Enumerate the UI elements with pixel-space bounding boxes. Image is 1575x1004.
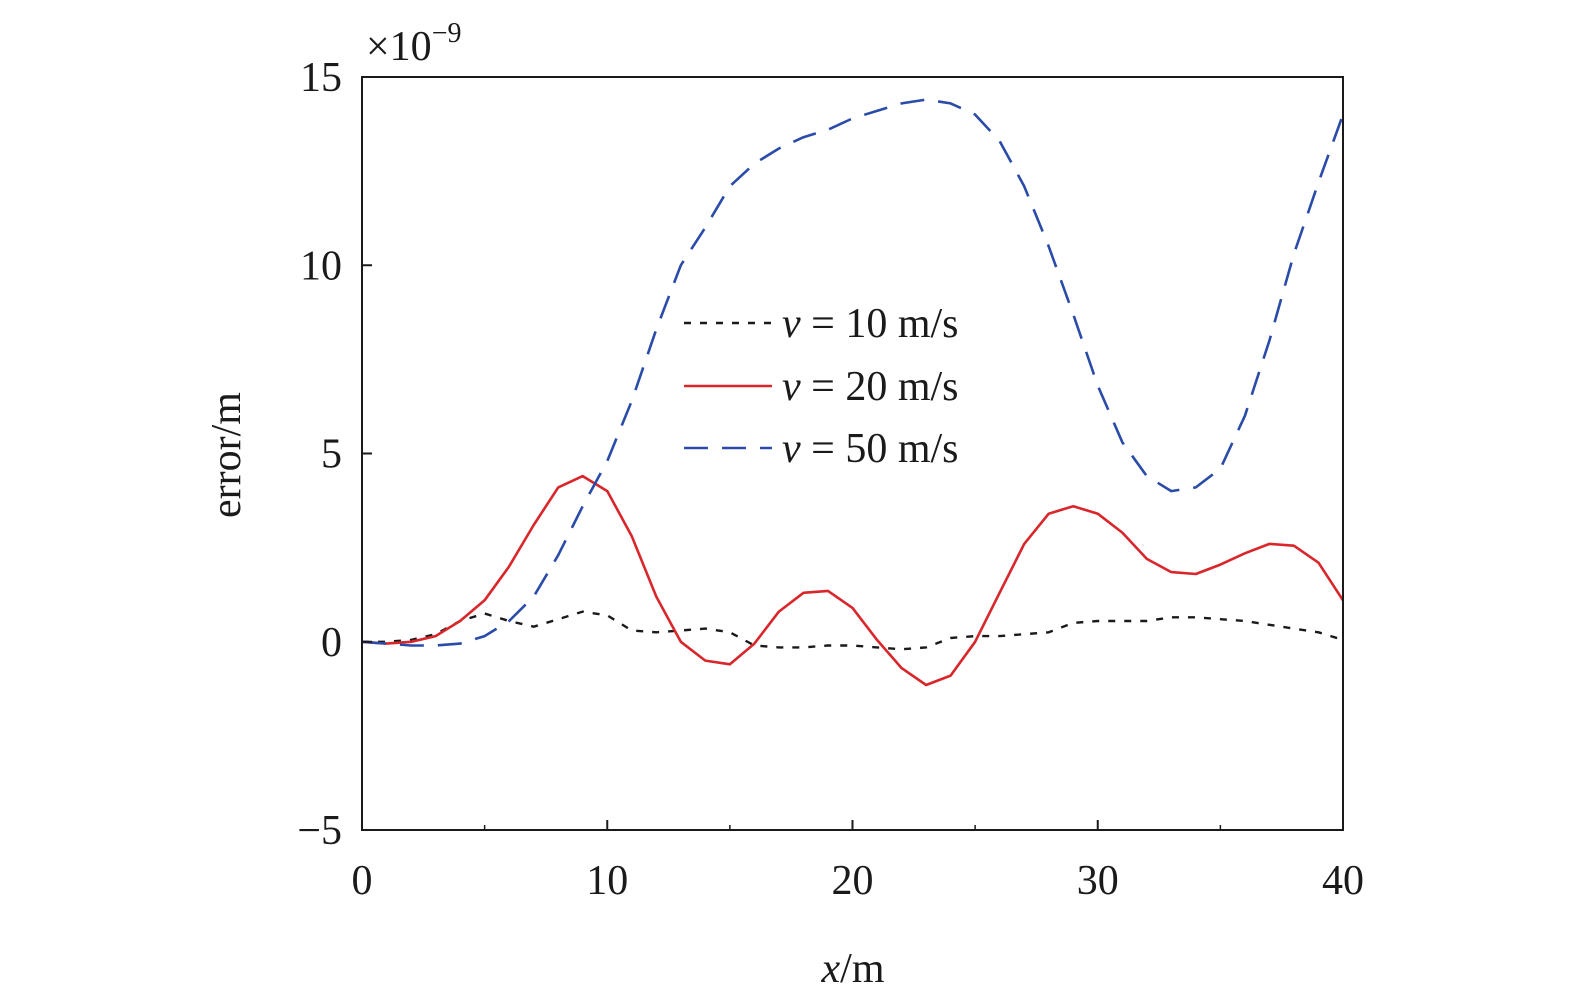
y-axis-multiplier: ×10−9 [366,18,461,70]
series-line-2 [361,474,1345,687]
x-axis-label-var: x [821,946,841,992]
x-tick-label: 0 [352,858,373,904]
legend-var: v [782,426,801,472]
x-axis-label-unit: /m [840,946,885,992]
x-tick-label: 30 [1077,858,1119,904]
legend-text: = 10 m/s [801,301,959,347]
y-axis-label: error/m [204,392,250,518]
legend-text: = 50 m/s [801,426,959,472]
y-tick-label: 5 [321,432,342,478]
x-tick-label: 20 [832,858,874,904]
y-tick-label: 10 [300,243,342,289]
legend-text: = 20 m/s [801,364,959,410]
legend-label-3: v = 50 m/s [782,426,959,472]
series-line-3 [361,98,1345,647]
series-line-1 [362,610,1344,651]
multiplier-exponent: −9 [432,18,462,49]
multiplier-prefix: ×10 [366,24,432,70]
legend-label-2: v = 20 m/s [782,364,959,410]
y-axis-ticks: −5 0 5 10 15 [297,55,372,854]
series-layer [361,98,1345,687]
legend-var: v [782,301,801,347]
x-axis-label: x/m [821,946,885,992]
legend: v = 10 m/sv = 20 m/sv = 50 m/s [684,301,959,472]
x-tick-label: 10 [586,858,628,904]
y-tick-label: 0 [321,620,342,666]
y-tick-label: −5 [297,808,342,854]
legend-var: v [782,364,801,410]
x-tick-label: 40 [1322,858,1364,904]
legend-label-1: v = 10 m/s [782,301,959,347]
x-axis-ticks: 0 10 20 30 40 [352,820,1364,904]
y-tick-label: 15 [300,55,342,101]
